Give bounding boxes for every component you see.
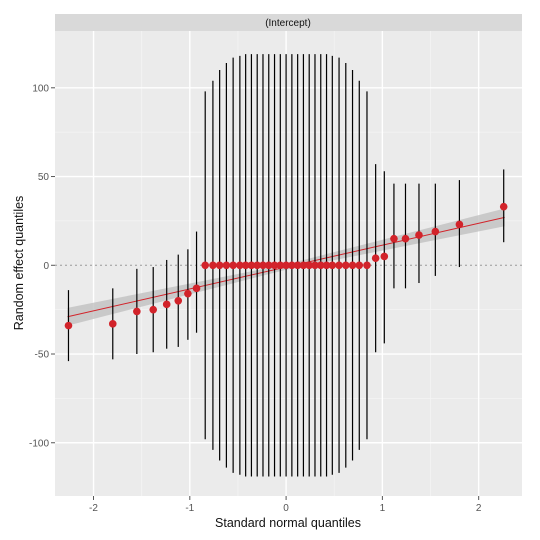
strip-background	[55, 14, 522, 31]
data-point	[276, 261, 285, 270]
data-point	[401, 234, 410, 243]
data-point	[431, 227, 440, 236]
data-point	[282, 261, 290, 270]
data-point	[209, 261, 217, 270]
data-point	[215, 261, 224, 270]
data-point	[363, 261, 371, 270]
y-tick-label: 50	[38, 172, 50, 183]
data-point	[174, 296, 183, 305]
data-point	[264, 261, 273, 270]
data-point	[293, 261, 302, 270]
data-point	[288, 261, 296, 270]
data-point	[149, 305, 158, 314]
data-point	[162, 300, 171, 309]
x-tick-label: 1	[380, 503, 386, 514]
data-point	[371, 254, 380, 262]
data-point	[311, 261, 319, 270]
data-point	[201, 261, 210, 270]
data-point	[229, 261, 237, 270]
y-axis: -100 -50 0 50 100	[29, 83, 55, 449]
x-tick-label: -2	[89, 503, 98, 514]
data-point	[355, 261, 364, 270]
y-tick-label: 100	[32, 83, 49, 94]
grid	[55, 31, 522, 496]
data-point	[247, 261, 256, 270]
data-point	[348, 261, 357, 270]
data-point	[64, 321, 73, 330]
data-point	[380, 252, 389, 261]
data-point	[299, 261, 308, 270]
data-point	[499, 202, 508, 211]
data-point	[305, 261, 314, 270]
data-point	[236, 261, 244, 270]
y-tick-label: 0	[43, 261, 49, 272]
data-point	[341, 261, 350, 270]
data-point	[133, 307, 141, 316]
data-point	[328, 261, 337, 270]
data-point	[184, 289, 192, 298]
x-tick-label: 0	[283, 503, 289, 514]
data-points	[64, 202, 508, 330]
data-point	[259, 261, 267, 270]
data-point	[390, 234, 398, 243]
y-axis-title: Random effect quantiles	[12, 196, 26, 331]
data-point	[335, 261, 343, 270]
data-point	[455, 220, 464, 229]
data-point	[270, 261, 279, 270]
x-tick-label: 2	[476, 503, 482, 514]
y-tick-label: -100	[29, 438, 49, 449]
strip-label: (Intercept)	[265, 18, 311, 29]
data-point	[222, 261, 231, 270]
x-axis-title: Standard normal quantiles	[215, 516, 361, 530]
data-point	[415, 231, 423, 239]
data-point	[253, 261, 262, 270]
x-tick-label: -1	[185, 503, 194, 514]
data-point	[241, 261, 250, 270]
data-point	[192, 284, 201, 293]
data-point	[108, 320, 117, 328]
data-point	[316, 261, 325, 270]
data-point	[322, 261, 331, 270]
y-tick-label: -50	[35, 350, 50, 361]
x-axis: -2 -1 0 1 2	[89, 496, 482, 514]
